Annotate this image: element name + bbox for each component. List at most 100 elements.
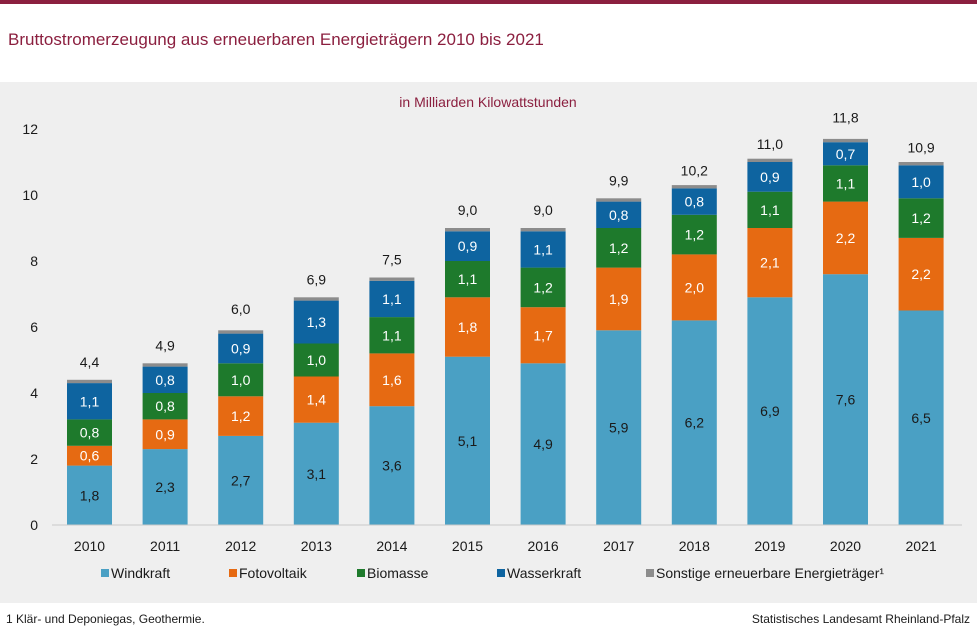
total-value-label: 10,9 [907, 139, 934, 155]
total-value-label: 9,0 [533, 202, 553, 218]
bar-segment-wasserkraft [671, 188, 717, 215]
bar-segment-windkraft [747, 297, 793, 525]
bar-segment-biomasse [369, 317, 415, 354]
bar-segment-fotovoltaik [823, 201, 868, 275]
segment-value-label: 2,2 [911, 266, 931, 282]
segment-value-label: 1,2 [685, 227, 705, 243]
bar-segment-windkraft [293, 422, 339, 525]
legend-swatch [497, 569, 505, 577]
bar-segment-fotovoltaik [369, 353, 415, 407]
bar-segment-windkraft [445, 356, 490, 525]
stacked-bar-chart: in Milliarden Kilowattstunden 0 2 4 6 8 10 12 1,… [22, 94, 962, 581]
total-value-label: 9,9 [609, 172, 629, 188]
x-tick-label: 2010 [74, 538, 105, 554]
bar-segment-biomasse [445, 261, 490, 298]
segment-value-label: 1,2 [609, 240, 629, 256]
bar-segment-fotovoltaik [747, 228, 793, 298]
x-tick-label: 2013 [301, 538, 332, 554]
segment-value-label: 0,8 [155, 372, 175, 388]
segment-value-label: 2,2 [836, 230, 856, 246]
legend-label: Windkraft [111, 565, 170, 581]
bar-segment-sonstige-erneuerbare-energietr-ger [445, 228, 490, 232]
x-tick-label: 2016 [528, 538, 559, 554]
bar-segment-sonstige-erneuerbare-energietr-ger [293, 297, 339, 301]
bar-segment-sonstige-erneuerbare-energietr-ger [142, 363, 188, 367]
bar-segment-sonstige-erneuerbare-energietr-ger [823, 138, 868, 143]
segment-value-label: 6,5 [911, 410, 931, 426]
segment-value-label: 1,1 [382, 327, 402, 343]
x-tick-label: 2012 [225, 538, 256, 554]
x-tick-label: 2020 [830, 538, 861, 554]
segment-value-label: 1,1 [760, 202, 780, 218]
bar-segment-biomasse [898, 198, 944, 238]
segment-value-label: 0,8 [155, 398, 175, 414]
segment-value-label: 7,6 [836, 392, 856, 408]
bar-segment-fotovoltaik [67, 445, 112, 466]
bar-segment-sonstige-erneuerbare-energietr-ger [671, 185, 717, 189]
segment-value-label: 1,1 [836, 175, 856, 191]
segment-value-label: 5,9 [609, 420, 629, 436]
bar-segment-wasserkraft [823, 142, 868, 166]
bar-segment-wasserkraft [293, 300, 339, 344]
segment-value-label: 3,6 [382, 458, 402, 474]
bar-segment-windkraft [671, 320, 717, 525]
total-value-label: 9,0 [458, 202, 478, 218]
total-value-label: 6,0 [231, 301, 251, 317]
bar-segment-fotovoltaik [445, 297, 490, 357]
segment-value-label: 1,4 [307, 392, 327, 408]
y-tick-label: 6 [30, 319, 38, 335]
total-value-label: 11,0 [757, 136, 783, 152]
segment-value-label: 1,0 [307, 352, 327, 368]
segment-value-label: 2,0 [685, 279, 705, 295]
segment-value-label: 1,1 [458, 271, 478, 287]
y-tick-label: 2 [30, 451, 38, 467]
segment-value-label: 1,8 [458, 319, 478, 335]
bar-segment-sonstige-erneuerbare-energietr-ger [218, 330, 264, 334]
bar-segment-windkraft [142, 449, 188, 525]
bar-segment-sonstige-erneuerbare-energietr-ger [67, 379, 112, 384]
bar-segment-biomasse [747, 191, 793, 228]
total-value-label: 7,5 [382, 252, 402, 268]
bar-segment-wasserkraft [898, 165, 944, 199]
bar-segment-fotovoltaik [898, 237, 944, 311]
segment-value-label: 1,3 [307, 314, 327, 330]
segment-value-label: 4,9 [533, 436, 553, 452]
source-credit: Statistisches Landesamt Rheinland-Pfalz [751, 612, 970, 626]
legend-label: Sonstige erneuerbare Energieträger¹ [656, 565, 884, 581]
segment-value-label: 0,7 [836, 146, 856, 162]
chart-panel: in Milliarden Kilowattstunden 0 2 4 6 8 10 12 1,… [0, 82, 977, 603]
legend-label: Wasserkraft [507, 565, 581, 581]
segment-value-label: 0,8 [609, 207, 629, 223]
bar-segment-wasserkraft [445, 231, 490, 261]
bar-segment-wasserkraft [218, 333, 264, 364]
x-tick-label: 2021 [906, 538, 937, 554]
segment-value-label: 1,9 [609, 291, 629, 307]
bar-segment-biomasse [218, 363, 264, 397]
segment-value-label: 5,1 [458, 433, 478, 449]
segment-value-label: 0,8 [80, 425, 100, 441]
bar-segment-windkraft [369, 406, 415, 525]
segment-value-label: 1,7 [533, 327, 553, 343]
bar-segment-biomasse [823, 165, 868, 202]
bar-segment-wasserkraft [369, 280, 415, 318]
bar-segment-biomasse [520, 267, 566, 308]
segment-value-label: 2,1 [760, 255, 780, 271]
bar-segment-wasserkraft [747, 162, 793, 192]
bar-segment-windkraft [898, 310, 944, 525]
bar-segment-wasserkraft [520, 231, 566, 268]
bar-segment-windkraft [823, 274, 868, 525]
segment-value-label: 0,9 [458, 238, 478, 254]
bar-segment-windkraft [520, 363, 566, 525]
legend-swatch [646, 569, 654, 577]
bar-segment-wasserkraft [67, 383, 112, 420]
segment-value-label: 1,0 [911, 174, 931, 190]
footnote: 1 Klär- und Deponiegas, Geothermie. [6, 612, 205, 626]
segment-value-label: 1,1 [80, 393, 100, 409]
total-value-label: 6,9 [307, 271, 327, 287]
y-tick-label: 4 [30, 385, 38, 401]
bar-segment-fotovoltaik [218, 396, 264, 436]
bar-segment-biomasse [596, 228, 642, 268]
segment-value-label: 1,8 [80, 487, 100, 503]
bar-segment-fotovoltaik [596, 267, 642, 331]
bar-segment-sonstige-erneuerbare-energietr-ger [369, 277, 415, 281]
